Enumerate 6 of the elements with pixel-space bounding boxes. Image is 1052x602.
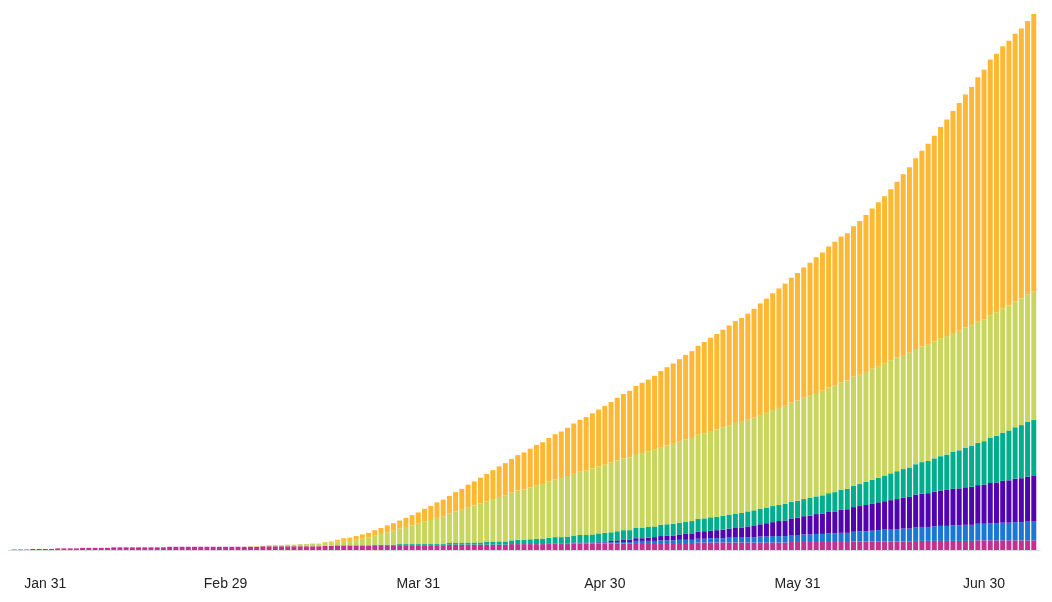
x-tick-label: Jan 31 — [24, 575, 67, 591]
x-tick-label: Mar 31 — [396, 575, 441, 591]
x-tick-label: Feb 29 — [203, 575, 248, 591]
x-tick-label: May 31 — [774, 575, 821, 591]
x-tick-label: Apr 30 — [584, 575, 626, 591]
x-tick-label: Jun 30 — [963, 575, 1006, 591]
